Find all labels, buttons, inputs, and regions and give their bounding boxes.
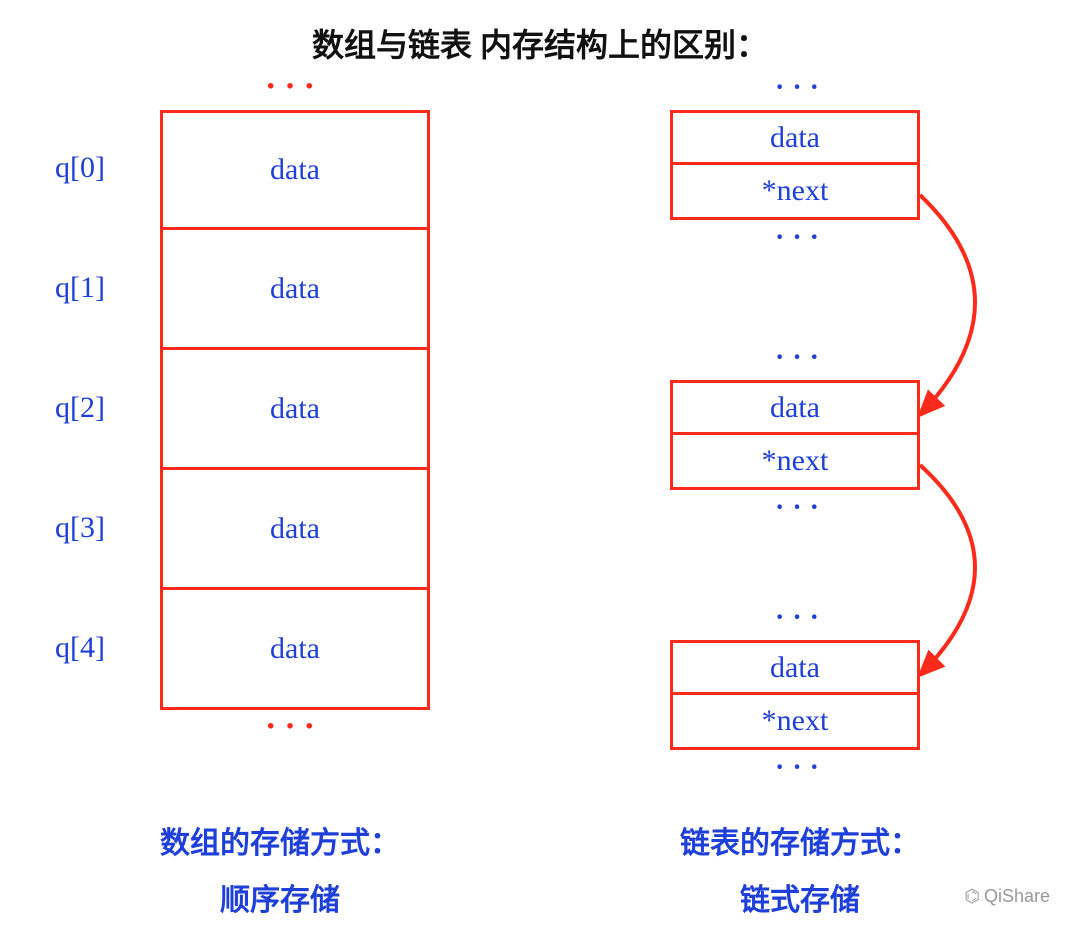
linkedlist-caption: 链表的存储方式： 链式存储: [590, 815, 1010, 929]
ll-gap-dots: ···: [775, 222, 827, 254]
ll-gap-dots: ···: [775, 752, 827, 784]
array-index-label: q[0]: [55, 151, 105, 185]
array-cell: data: [160, 230, 430, 350]
array-index-label: q[2]: [55, 391, 105, 425]
array-cell: data: [160, 470, 430, 590]
ll-node-next: *next: [670, 695, 920, 750]
pointer-arrow: [920, 195, 975, 415]
watermark: ⌬QiShare: [964, 886, 1050, 907]
ll-dots-top: ···: [775, 72, 827, 104]
array-caption-line1: 数组的存储方式：: [160, 827, 400, 860]
ll-caption-line1: 链表的存储方式：: [680, 827, 920, 860]
diagram-title: 数组与链表 内存结构上的区别：: [0, 20, 1080, 66]
array-index-label: q[4]: [55, 631, 105, 665]
ll-node-data: data: [670, 380, 920, 435]
pointer-arrow: [920, 465, 975, 675]
array-cell: data: [160, 110, 430, 230]
array-cell: data: [160, 590, 430, 710]
array-index-label: q[1]: [55, 271, 105, 305]
array-cell: data: [160, 350, 430, 470]
ll-gap-dots: ···: [775, 492, 827, 524]
array-dots-bottom: ···: [265, 708, 323, 746]
ll-node-data: data: [670, 110, 920, 165]
array-caption: 数组的存储方式： 顺序存储: [100, 815, 460, 929]
ll-gap-dots: ···: [775, 342, 827, 374]
ll-node-next: *next: [670, 435, 920, 490]
ll-caption-line2: 链式存储: [740, 884, 860, 917]
watermark-icon: ⌬: [964, 886, 980, 906]
array-index-label: q[3]: [55, 511, 105, 545]
array-caption-line2: 顺序存储: [220, 884, 340, 917]
watermark-text: QiShare: [984, 886, 1050, 906]
ll-gap-dots: ···: [775, 602, 827, 634]
ll-node-data: data: [670, 640, 920, 695]
ll-node-next: *next: [670, 165, 920, 220]
array-dots-top: ···: [265, 68, 323, 106]
